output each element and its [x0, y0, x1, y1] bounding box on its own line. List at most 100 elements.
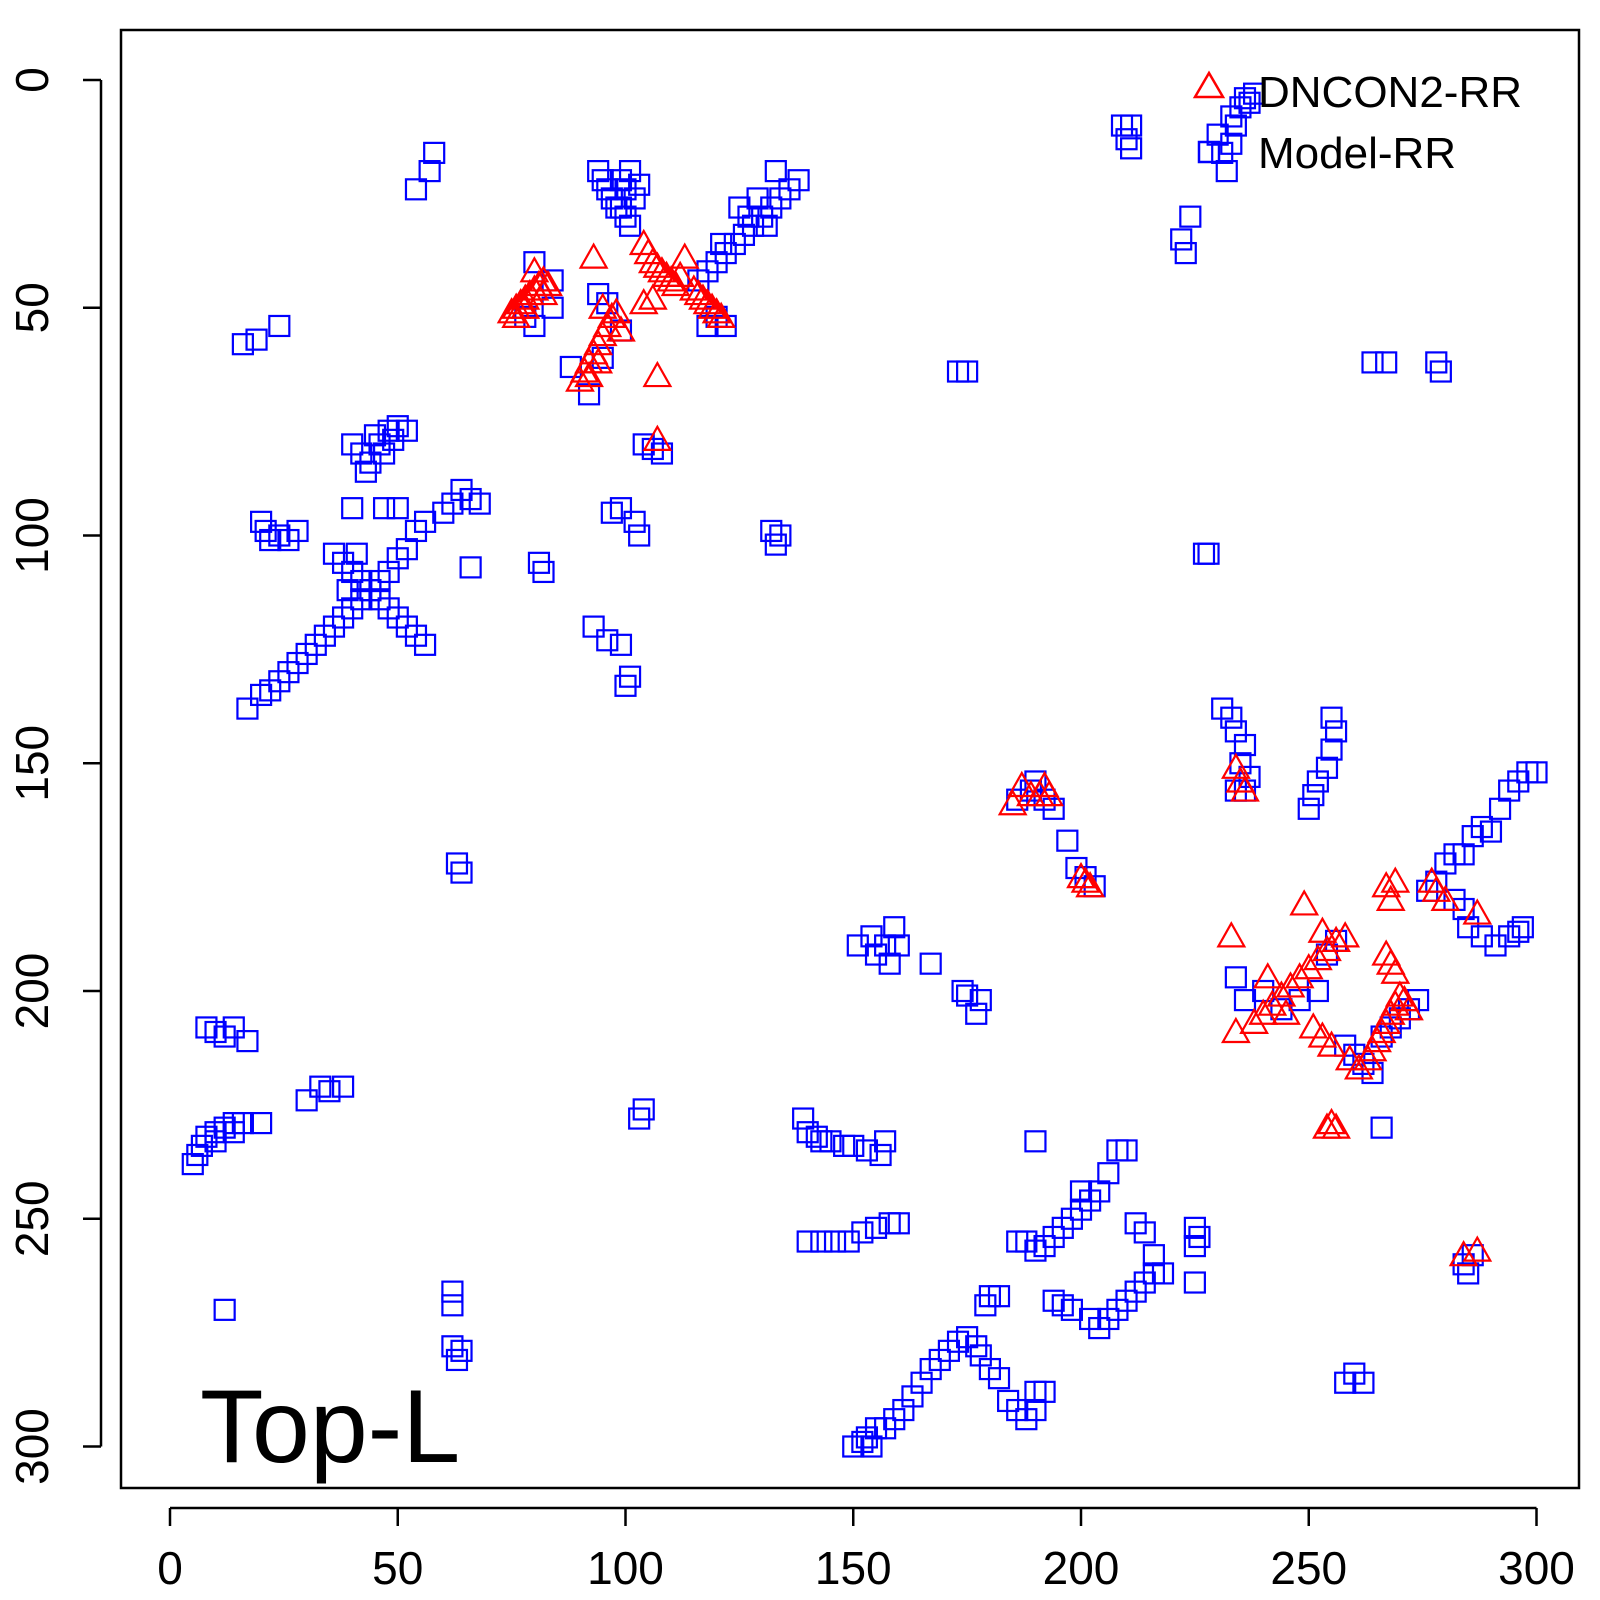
- model-rr-point: [372, 497, 396, 520]
- dncon2-rr-point: [1289, 889, 1320, 916]
- dncon2-rr-point: [1316, 1107, 1347, 1135]
- model-rr-point: [823, 1230, 847, 1253]
- model-rr-point: [1133, 1221, 1156, 1244]
- dncon2-rr-point: [642, 424, 673, 451]
- y-tick-label: 300: [6, 1408, 58, 1485]
- model-rr-point: [1361, 1061, 1384, 1085]
- x-tick-label: 250: [1270, 1542, 1347, 1594]
- model-rr-point: [1242, 82, 1266, 105]
- y-tick-label: 150: [6, 725, 58, 802]
- model-rr-point: [755, 214, 778, 237]
- dncon2-rr-point: [528, 278, 559, 306]
- model-rr-point: [1306, 979, 1329, 1003]
- model-rr-point: [404, 178, 428, 201]
- model-rr-point: [559, 355, 582, 379]
- dncon2-rr-point: [1307, 1021, 1338, 1048]
- legend-square-icon: [1197, 140, 1221, 164]
- model-rr-point: [459, 556, 482, 579]
- dncon2-rr-point: [1230, 775, 1260, 802]
- top-l-annotation: Top-L: [200, 1369, 460, 1485]
- model-rr-point: [1197, 542, 1220, 565]
- legend: DNCON2-RR Model-RR: [1192, 68, 1522, 178]
- model-rr-point: [582, 615, 605, 638]
- dncon2-rr-point: [1252, 962, 1283, 989]
- model-rr-point: [987, 1367, 1011, 1390]
- model-rr-point: [623, 510, 646, 533]
- model-rr-point: [1120, 137, 1143, 160]
- model-rr-point: [1224, 114, 1247, 137]
- dncon2-rr-point: [1375, 884, 1406, 912]
- model-rr-point: [1233, 989, 1257, 1012]
- model-rr-point: [1288, 989, 1311, 1012]
- dncon2-rr-point: [701, 297, 732, 324]
- model-rr-point: [1060, 1298, 1083, 1321]
- model-rr-point: [222, 1016, 245, 1039]
- model-rr-point: [1033, 1380, 1056, 1403]
- dncon2-rr-point: [1353, 1044, 1383, 1071]
- model-rr-point: [445, 1348, 469, 1372]
- x-tick-label: 100: [587, 1542, 664, 1594]
- dncon2-rr-point: [510, 283, 541, 310]
- model-rr-point: [1320, 706, 1343, 729]
- model-rr-point: [450, 861, 473, 884]
- model-rr-point: [628, 1107, 651, 1130]
- dncon2-rr-point: [1312, 934, 1342, 962]
- model-rr-point: [250, 683, 273, 707]
- dncon2-rr-point: [601, 297, 632, 324]
- model-rr-point: [1056, 829, 1079, 852]
- dncon2-rr-point: [1380, 866, 1411, 893]
- model-rr-point: [1479, 820, 1503, 843]
- dncon2-rr-point: [583, 347, 614, 374]
- x-tick-label: 150: [815, 1542, 892, 1594]
- model-rr-point: [1183, 1234, 1206, 1258]
- model-rr-point: [1306, 770, 1329, 793]
- model-rr-point: [1297, 797, 1320, 820]
- model-rr-point: [874, 1130, 897, 1153]
- x-tick-label: 50: [372, 1542, 423, 1594]
- model-rr-point: [213, 1298, 236, 1321]
- model-rr-point: [1174, 241, 1197, 265]
- y-tick-label: 100: [6, 497, 58, 574]
- y-tick-label: 0: [6, 67, 58, 93]
- dncon2-rr-point: [496, 297, 527, 324]
- dncon2-rr-point: [678, 274, 709, 301]
- dncon2-rr-point: [1271, 998, 1301, 1025]
- dncon2-rr-point: [501, 301, 532, 328]
- model-rr-point: [851, 1221, 874, 1244]
- model-rr-point: [810, 1230, 833, 1253]
- model-rr-series: [181, 82, 1548, 1458]
- model-rr-point: [819, 1130, 842, 1153]
- model-rr-point: [541, 296, 564, 319]
- model-rr-point: [614, 674, 637, 697]
- legend-label-dncon2: DNCON2-RR: [1258, 68, 1522, 117]
- model-rr-point: [468, 492, 491, 515]
- dncon2-rr-series: [496, 228, 1493, 1267]
- dncon2-rr-point: [1257, 989, 1288, 1016]
- dncon2-rr-point: [637, 283, 668, 310]
- dncon2-rr-point: [1321, 925, 1351, 952]
- model-rr-point: [1220, 132, 1243, 155]
- model-rr-point: [1370, 1116, 1393, 1139]
- model-rr-point: [878, 952, 901, 975]
- model-rr-point: [956, 984, 979, 1007]
- model-rr-point: [609, 196, 633, 219]
- model-rr-point: [341, 497, 364, 520]
- model-rr-point: [395, 419, 418, 442]
- model-rr-point: [1525, 761, 1548, 784]
- model-rr-point: [860, 1435, 883, 1458]
- model-rr-point: [286, 519, 309, 543]
- model-rr-point: [1170, 228, 1193, 251]
- model-rr-point: [919, 952, 942, 975]
- model-rr-point: [796, 1230, 819, 1253]
- dncon2-rr-point: [1380, 957, 1411, 984]
- model-rr-point: [1215, 160, 1238, 183]
- model-rr-point: [887, 934, 910, 957]
- dncon2-rr-point: [665, 260, 696, 287]
- dncon2-rr-point: [1375, 948, 1406, 975]
- model-rr-point: [268, 314, 291, 338]
- dncon2-rr-point: [1448, 1239, 1479, 1267]
- model-rr-point: [1142, 1244, 1165, 1267]
- model-rr-point: [1097, 1162, 1120, 1185]
- model-rr-point: [956, 360, 979, 383]
